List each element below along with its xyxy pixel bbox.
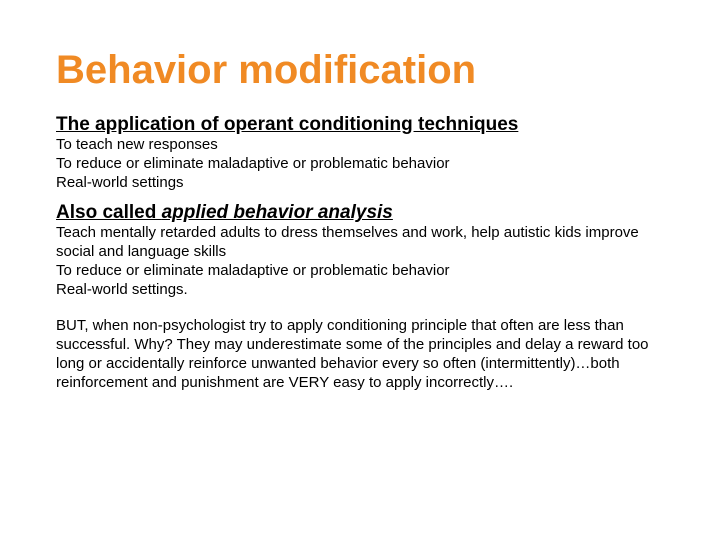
slide-title: Behavior modification: [56, 48, 664, 92]
section-2-heading-plain: Also called: [56, 202, 162, 223]
section-1-line-3: Real-world settings: [56, 174, 664, 193]
section-2-line-1: Teach mentally retarded adults to dress …: [56, 224, 664, 262]
section-2-heading: Also called applied behavior analysis: [56, 202, 664, 224]
section-1-heading: The application of operant conditioning …: [56, 114, 664, 136]
section-2: Also called applied behavior analysis Te…: [56, 202, 664, 299]
section-1: The application of operant conditioning …: [56, 114, 664, 192]
section-2-line-3: Real-world settings.: [56, 281, 664, 300]
section-1-line-2: To reduce or eliminate maladaptive or pr…: [56, 155, 664, 174]
section-2-heading-emph: applied behavior analysis: [162, 202, 393, 223]
section-1-heading-plain: The application of operant conditioning …: [56, 114, 518, 135]
footer-paragraph: BUT, when non-psychologist try to apply …: [56, 317, 664, 392]
section-1-line-1: To teach new responses: [56, 136, 664, 155]
section-2-line-2: To reduce or eliminate maladaptive or pr…: [56, 262, 664, 281]
